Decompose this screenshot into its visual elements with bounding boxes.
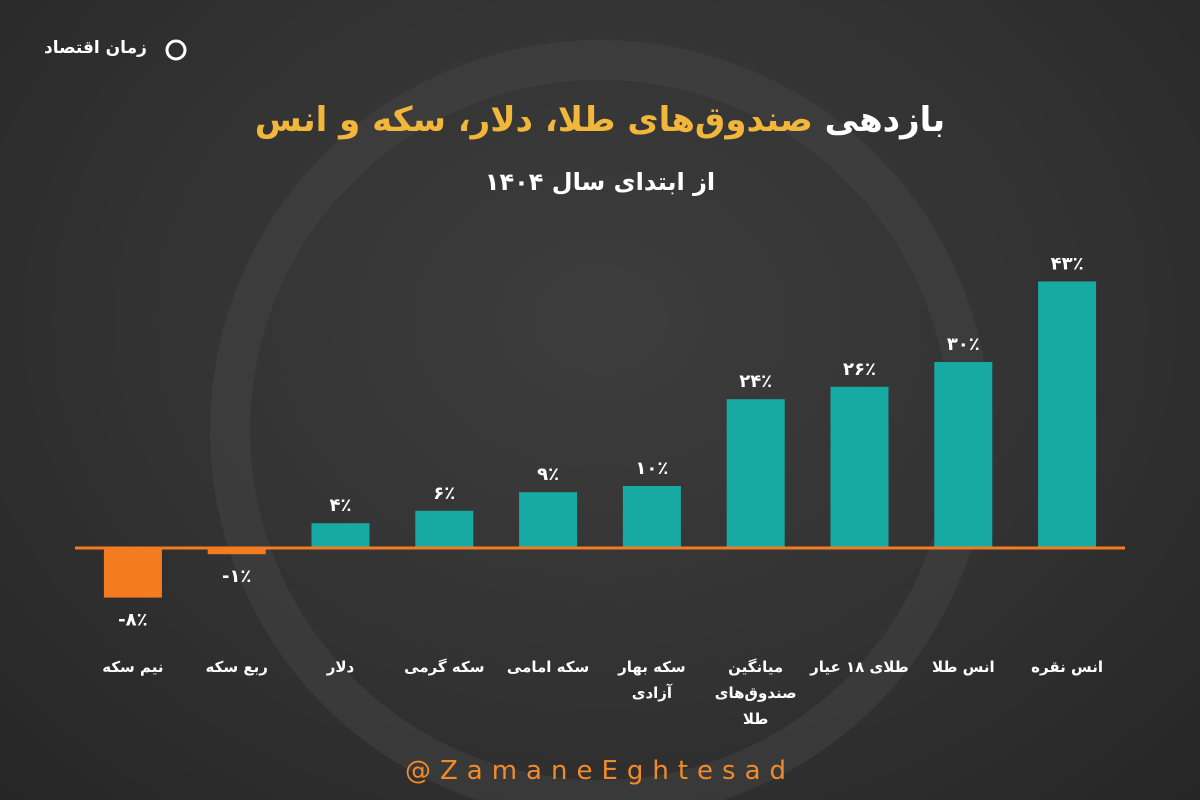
value-label: ۲۶٪ (843, 359, 876, 380)
bar (311, 523, 370, 548)
logo-icon (165, 39, 187, 61)
x-tick-label: سکه امامی (506, 658, 590, 676)
bar (622, 486, 681, 548)
bar (934, 362, 993, 548)
x-tick-label: سکه بهار آزادی (618, 658, 686, 702)
bar (415, 510, 474, 548)
brand: زمان اقتصاد (44, 38, 147, 58)
bar (830, 386, 889, 548)
value-label: ۳۰٪ (947, 334, 980, 355)
value-label: -۸٪ (118, 610, 147, 631)
value-label: ۹٪ (537, 464, 559, 485)
x-tick-label: انس طلا (931, 658, 995, 676)
bar (1038, 281, 1097, 548)
x-tick-label: انس نقره (1031, 658, 1103, 676)
x-tick-label: نیم سکه (102, 658, 164, 676)
bar (103, 548, 162, 598)
x-tick-label: سکه گرمی (404, 658, 485, 676)
x-tick-label: طلای ۱۸ عیار (810, 658, 909, 676)
bar (207, 548, 266, 555)
value-label: ۴۳٪ (1051, 253, 1084, 274)
x-tick-label: میانگین صندوق‌های طلا (714, 658, 797, 728)
value-label: ۶٪ (433, 483, 455, 504)
title-part: بازدهی (824, 100, 946, 140)
bar (726, 399, 785, 548)
footer: @ZamaneEghtesad (404, 756, 796, 786)
chart-subtitle: از ابتدای سال ۱۴۰۴ (484, 168, 716, 196)
x-tick-label: ربع سکه (205, 658, 268, 676)
title-part: صندوق‌های طلا، دلار، سکه و انس (254, 100, 813, 140)
bar (519, 492, 578, 548)
value-label: ۱۰٪ (635, 458, 668, 479)
value-label: ۲۴٪ (739, 371, 772, 392)
value-label: ۴٪ (330, 495, 352, 516)
chart-title: بازدهی صندوق‌های طلا، دلار، سکه و انس (0, 100, 1200, 140)
x-tick-label: دلار (326, 658, 355, 676)
value-label: -۱٪ (222, 566, 251, 587)
